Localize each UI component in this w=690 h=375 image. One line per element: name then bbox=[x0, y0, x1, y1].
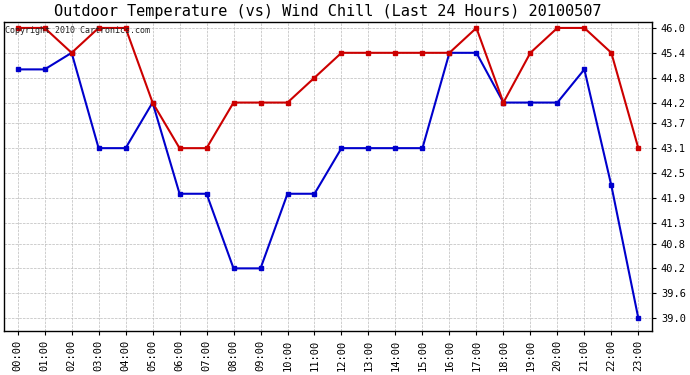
Title: Outdoor Temperature (vs) Wind Chill (Last 24 Hours) 20100507: Outdoor Temperature (vs) Wind Chill (Las… bbox=[55, 4, 602, 19]
Text: Copyright 2010 Cartronics.com: Copyright 2010 Cartronics.com bbox=[6, 26, 150, 35]
